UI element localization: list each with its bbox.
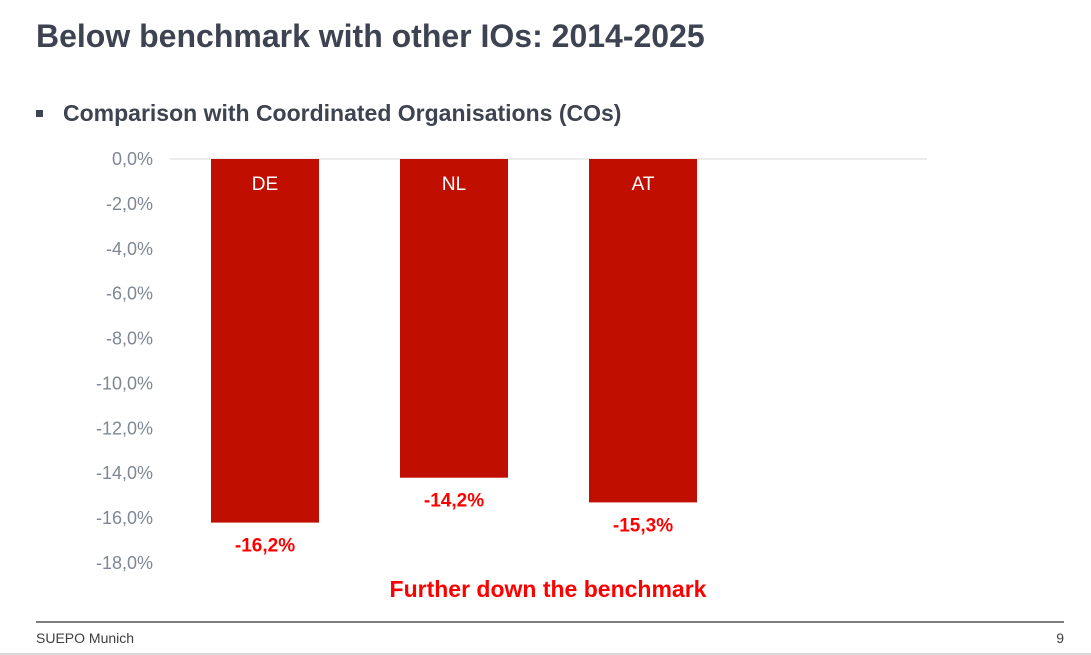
footer-divider [36,621,1064,623]
y-tick-label: -16,0% [96,508,153,528]
bullet-square-icon [36,110,43,117]
y-tick-label: -2,0% [106,194,153,214]
slide-title: Below benchmark with other IOs: 2014-202… [36,18,705,54]
category-label: DE [252,174,278,195]
y-tick-label: 0,0% [112,149,153,169]
y-tick-label: -18,0% [96,553,153,573]
data-label: -14,2% [424,491,484,512]
data-label: -16,2% [235,536,295,557]
y-tick-label: -4,0% [106,239,153,259]
y-tick-label: -8,0% [106,329,153,349]
bullet-point: Comparison with Coordinated Organisation… [36,100,621,127]
y-tick-label: -14,0% [96,463,153,483]
y-tick-label: -10,0% [96,373,153,393]
y-tick-label: -12,0% [96,418,153,438]
bar-de [211,159,319,523]
data-label: -15,3% [613,515,673,536]
bar-nl [400,159,508,478]
chart-annotation: Further down the benchmark [390,576,707,602]
y-tick-label: -6,0% [106,284,153,304]
category-label: NL [442,174,466,195]
bottom-border [0,653,1091,655]
footer-organisation: SUEPO Munich [36,630,135,646]
bullet-text: Comparison with Coordinated Organisation… [63,100,622,126]
page-number: 9 [1056,630,1064,646]
bar-at [589,159,697,503]
category-label: AT [632,174,655,195]
